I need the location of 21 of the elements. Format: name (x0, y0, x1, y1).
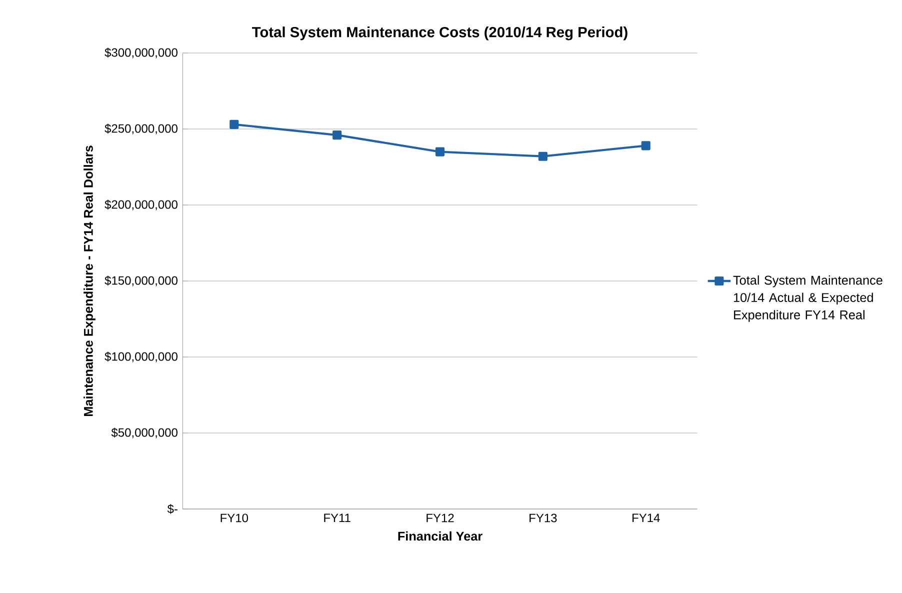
y-tick-label: $300,000,000 (104, 48, 178, 58)
x-tick-label: FY11 (324, 514, 350, 522)
x-axis-title: Financial Year (398, 531, 482, 541)
chart-title: Total System Maintenance Costs (2010/14 Reg Period) (252, 26, 628, 40)
y-axis-title: Maintenance Expenditure - FY14 Real Dollars (84, 146, 96, 416)
y-tick-label: $250,000,000 (104, 124, 178, 134)
legend-label: Total System Maintenance 10/14 Actual & Expected Expenditure FY14 Real (733, 275, 882, 322)
x-tick-label: FY10 (220, 514, 248, 522)
y-tick-label: $200,000,000 (104, 200, 178, 210)
point (230, 120, 239, 129)
x-tick-label: FY14 (632, 514, 660, 522)
y-tick-label: $150,000,000 (104, 276, 178, 286)
point (435, 147, 445, 156)
x-tick-label: FY12 (426, 514, 454, 522)
point (641, 141, 650, 150)
y-tick-label: $100,000,000 (104, 352, 178, 362)
y-tick-label: $50,000,000 (111, 428, 178, 438)
x-tick-label: FY13 (530, 514, 557, 522)
point (332, 130, 342, 140)
point (538, 152, 548, 161)
y-tick-label: $- (167, 504, 178, 514)
